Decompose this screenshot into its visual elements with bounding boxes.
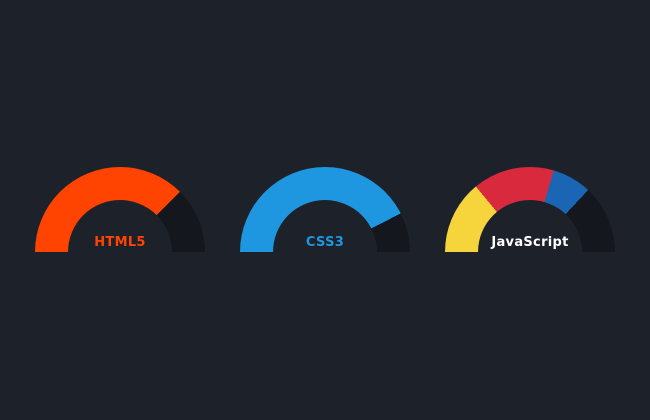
gauge-label-javascript: JavaScript — [491, 235, 569, 250]
gauge-arc-javascript — [445, 167, 615, 252]
gauge-label-css3: CSS3 — [305, 235, 345, 250]
gauge-arc-css3 — [240, 167, 410, 252]
gauge-javascript: JavaScript — [445, 167, 615, 252]
gauge-css3: CSS3 — [240, 167, 410, 252]
gauge-arc-html5 — [35, 167, 205, 252]
gauge-html5: HTML5 — [35, 167, 205, 252]
gauge-label-html5: HTML5 — [94, 235, 146, 250]
